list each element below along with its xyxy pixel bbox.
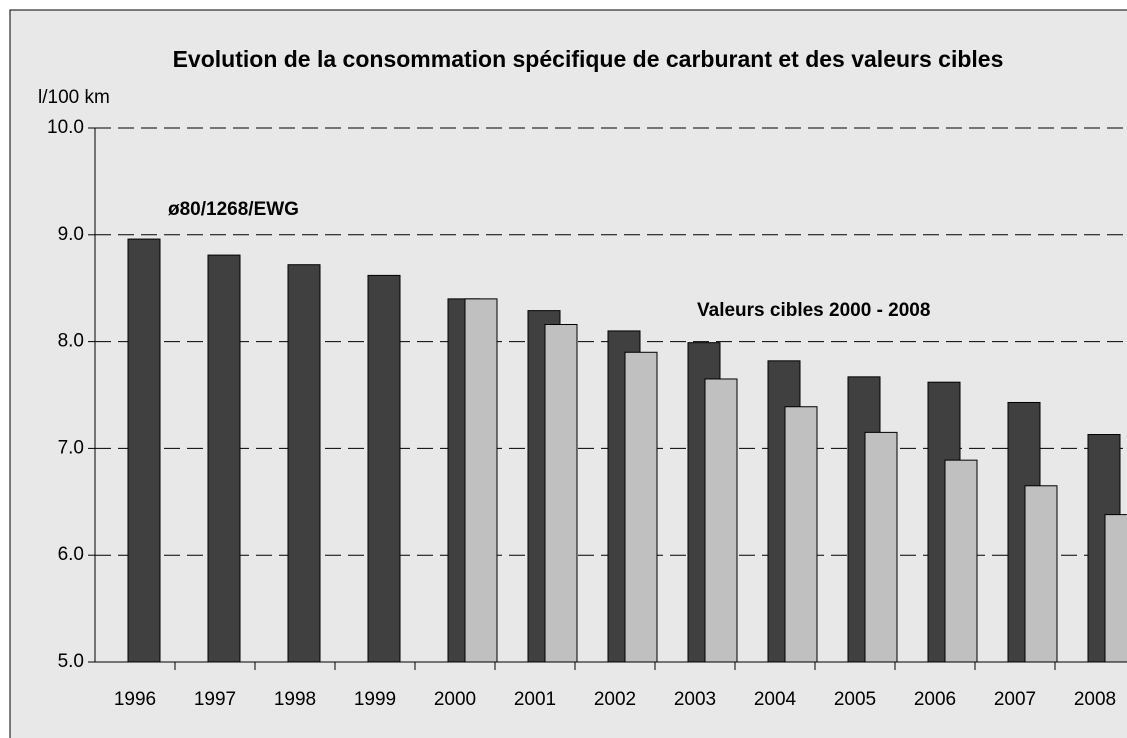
y-tick-label: 10.0	[47, 117, 84, 138]
bar	[1104, 514, 1127, 663]
x-tick-label: 2003	[674, 689, 716, 710]
bar	[864, 431, 898, 663]
bar	[624, 351, 658, 663]
y-tick-label: 8.0	[58, 331, 84, 352]
bar	[367, 274, 401, 663]
y-tick-label: 6.0	[58, 544, 84, 565]
series-label: ø80/1268/EWG	[168, 199, 299, 220]
x-tick-label: 2008	[1074, 689, 1116, 710]
bar	[464, 298, 498, 663]
bar	[704, 378, 738, 663]
bar	[207, 254, 241, 663]
series-label: Valeurs cibles 2000 - 2008	[697, 300, 930, 321]
y-axis-label: l/100 km	[38, 87, 110, 108]
bar	[1024, 485, 1058, 663]
x-tick-label: 2002	[594, 689, 636, 710]
x-tick-label: 2005	[834, 689, 876, 710]
x-tick-label: 1998	[274, 689, 316, 710]
y-tick-label: 9.0	[58, 224, 84, 245]
x-tick-label: 2006	[914, 689, 956, 710]
x-tick-label: 1999	[354, 689, 396, 710]
x-tick-label: 2004	[754, 689, 797, 710]
bar	[784, 406, 818, 663]
x-tick-label: 2007	[994, 689, 1036, 710]
x-tick-label: 1997	[194, 689, 236, 710]
x-tick-label: 1996	[114, 689, 156, 710]
chart-title: Evolution de la consommation spécifique …	[172, 46, 1004, 72]
x-tick-label: 2001	[514, 689, 556, 710]
bar	[544, 324, 578, 663]
bar	[127, 238, 161, 663]
x-tick-label: 2000	[434, 689, 476, 710]
bar	[944, 459, 978, 663]
bar	[287, 264, 321, 663]
y-tick-label: 5.0	[58, 651, 84, 672]
y-tick-label: 7.0	[58, 437, 84, 458]
